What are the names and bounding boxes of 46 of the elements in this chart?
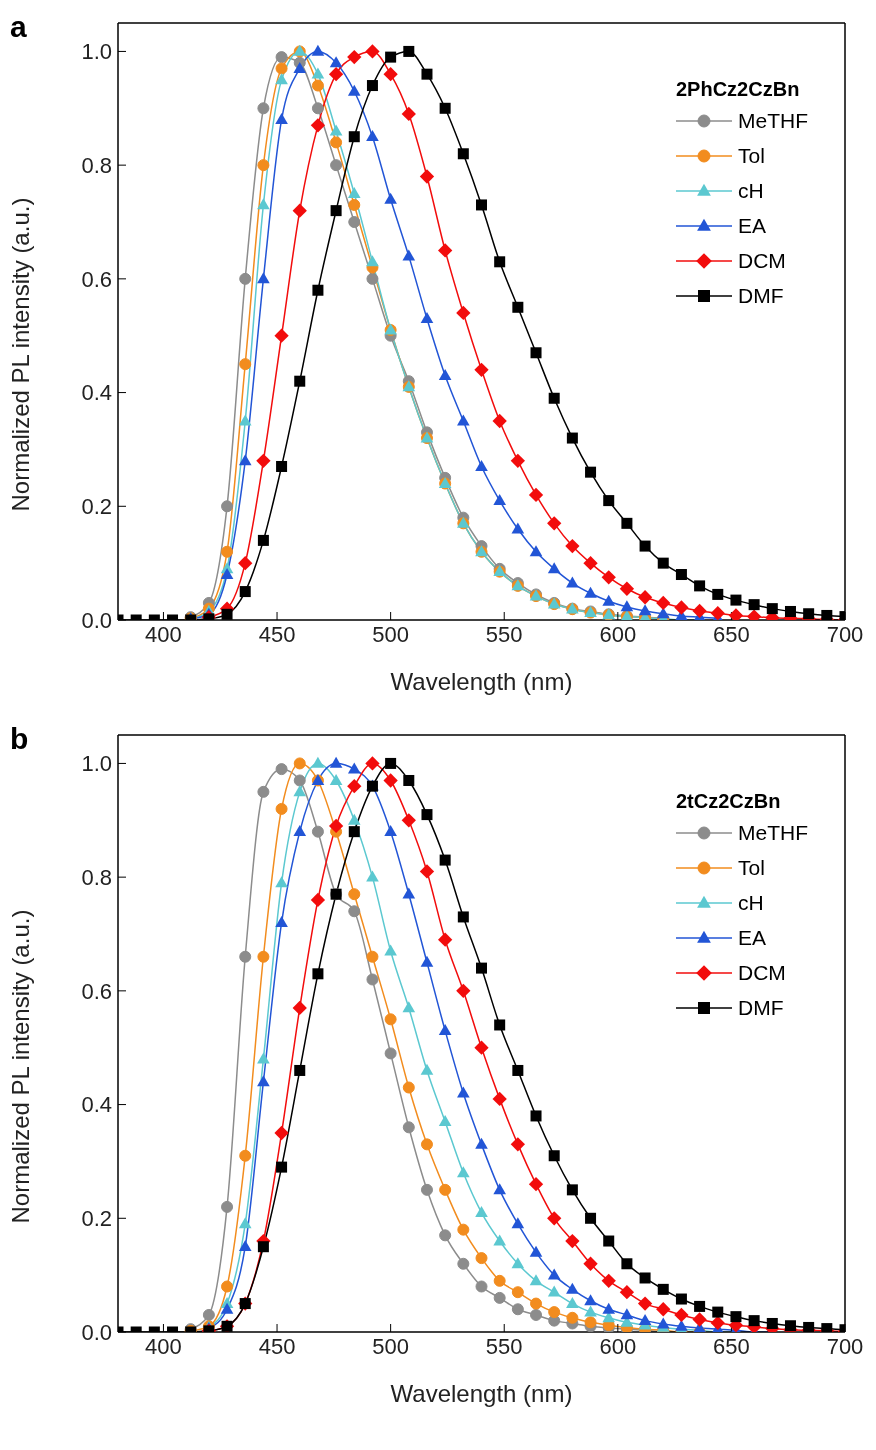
x-axis-title: Wavelength (nm) bbox=[390, 668, 573, 695]
x-tick-label: 500 bbox=[372, 1333, 409, 1359]
y-tick-label: 0.4 bbox=[81, 380, 112, 406]
text: a bbox=[10, 10, 27, 44]
legend-label: cH bbox=[738, 890, 764, 915]
y-tick-label: 0.0 bbox=[81, 1319, 112, 1345]
y-tick-label: 1.0 bbox=[81, 39, 112, 65]
legend-title: 2PhCz2CzBn bbox=[676, 78, 801, 101]
y-axis-title: Normalized PL intensity (a.u.) bbox=[6, 197, 34, 512]
y-tick-label: 0.6 bbox=[81, 978, 112, 1004]
y-axis-title: Normalized PL intensity (a.u.) bbox=[6, 909, 34, 1224]
x-tick-label: 650 bbox=[713, 1333, 750, 1359]
legend-label: cH bbox=[738, 178, 764, 203]
y-tick-label: 0.2 bbox=[81, 1206, 112, 1232]
legend-label: Tol bbox=[738, 143, 765, 168]
x-tick-label: 600 bbox=[599, 1333, 637, 1359]
x-tick-label: 600 bbox=[599, 621, 637, 647]
legend-label: EA bbox=[738, 925, 767, 950]
y-tick-label: 0.0 bbox=[81, 607, 112, 633]
y-tick-label: 0.8 bbox=[81, 864, 112, 890]
legend-label: Tol bbox=[738, 855, 765, 880]
x-tick-label: 500 bbox=[372, 621, 409, 647]
x-axis-title: Wavelength (nm) bbox=[390, 1380, 573, 1407]
x-tick-label: 550 bbox=[485, 621, 523, 647]
y-tick-label: 0.2 bbox=[81, 494, 112, 520]
legend-label: DMF bbox=[738, 995, 784, 1020]
legend-label: MeTHF bbox=[738, 108, 808, 133]
x-tick-label: 450 bbox=[258, 621, 296, 647]
y-tick-label: 0.6 bbox=[81, 266, 112, 292]
x-tick-label: 700 bbox=[826, 1333, 864, 1359]
x-tick-label: 700 bbox=[826, 621, 864, 647]
y-tick-label: 0.4 bbox=[81, 1092, 112, 1118]
x-tick-label: 550 bbox=[485, 1333, 523, 1359]
y-tick-label: 1.0 bbox=[81, 751, 112, 777]
text: b bbox=[10, 722, 29, 756]
x-tick-label: 400 bbox=[145, 621, 182, 647]
y-tick-label: 0.8 bbox=[81, 152, 112, 178]
legend-title: 2tCz2CzBn bbox=[676, 790, 782, 813]
legend-label: DCM bbox=[738, 960, 786, 985]
legend-label: EA bbox=[738, 213, 767, 238]
legend-label: MeTHF bbox=[738, 820, 808, 845]
x-tick-label: 400 bbox=[145, 1333, 182, 1359]
x-tick-label: 450 bbox=[258, 1333, 296, 1359]
x-tick-label: 650 bbox=[713, 621, 750, 647]
legend-label: DCM bbox=[738, 248, 786, 273]
legend-label: DMF bbox=[738, 283, 784, 308]
